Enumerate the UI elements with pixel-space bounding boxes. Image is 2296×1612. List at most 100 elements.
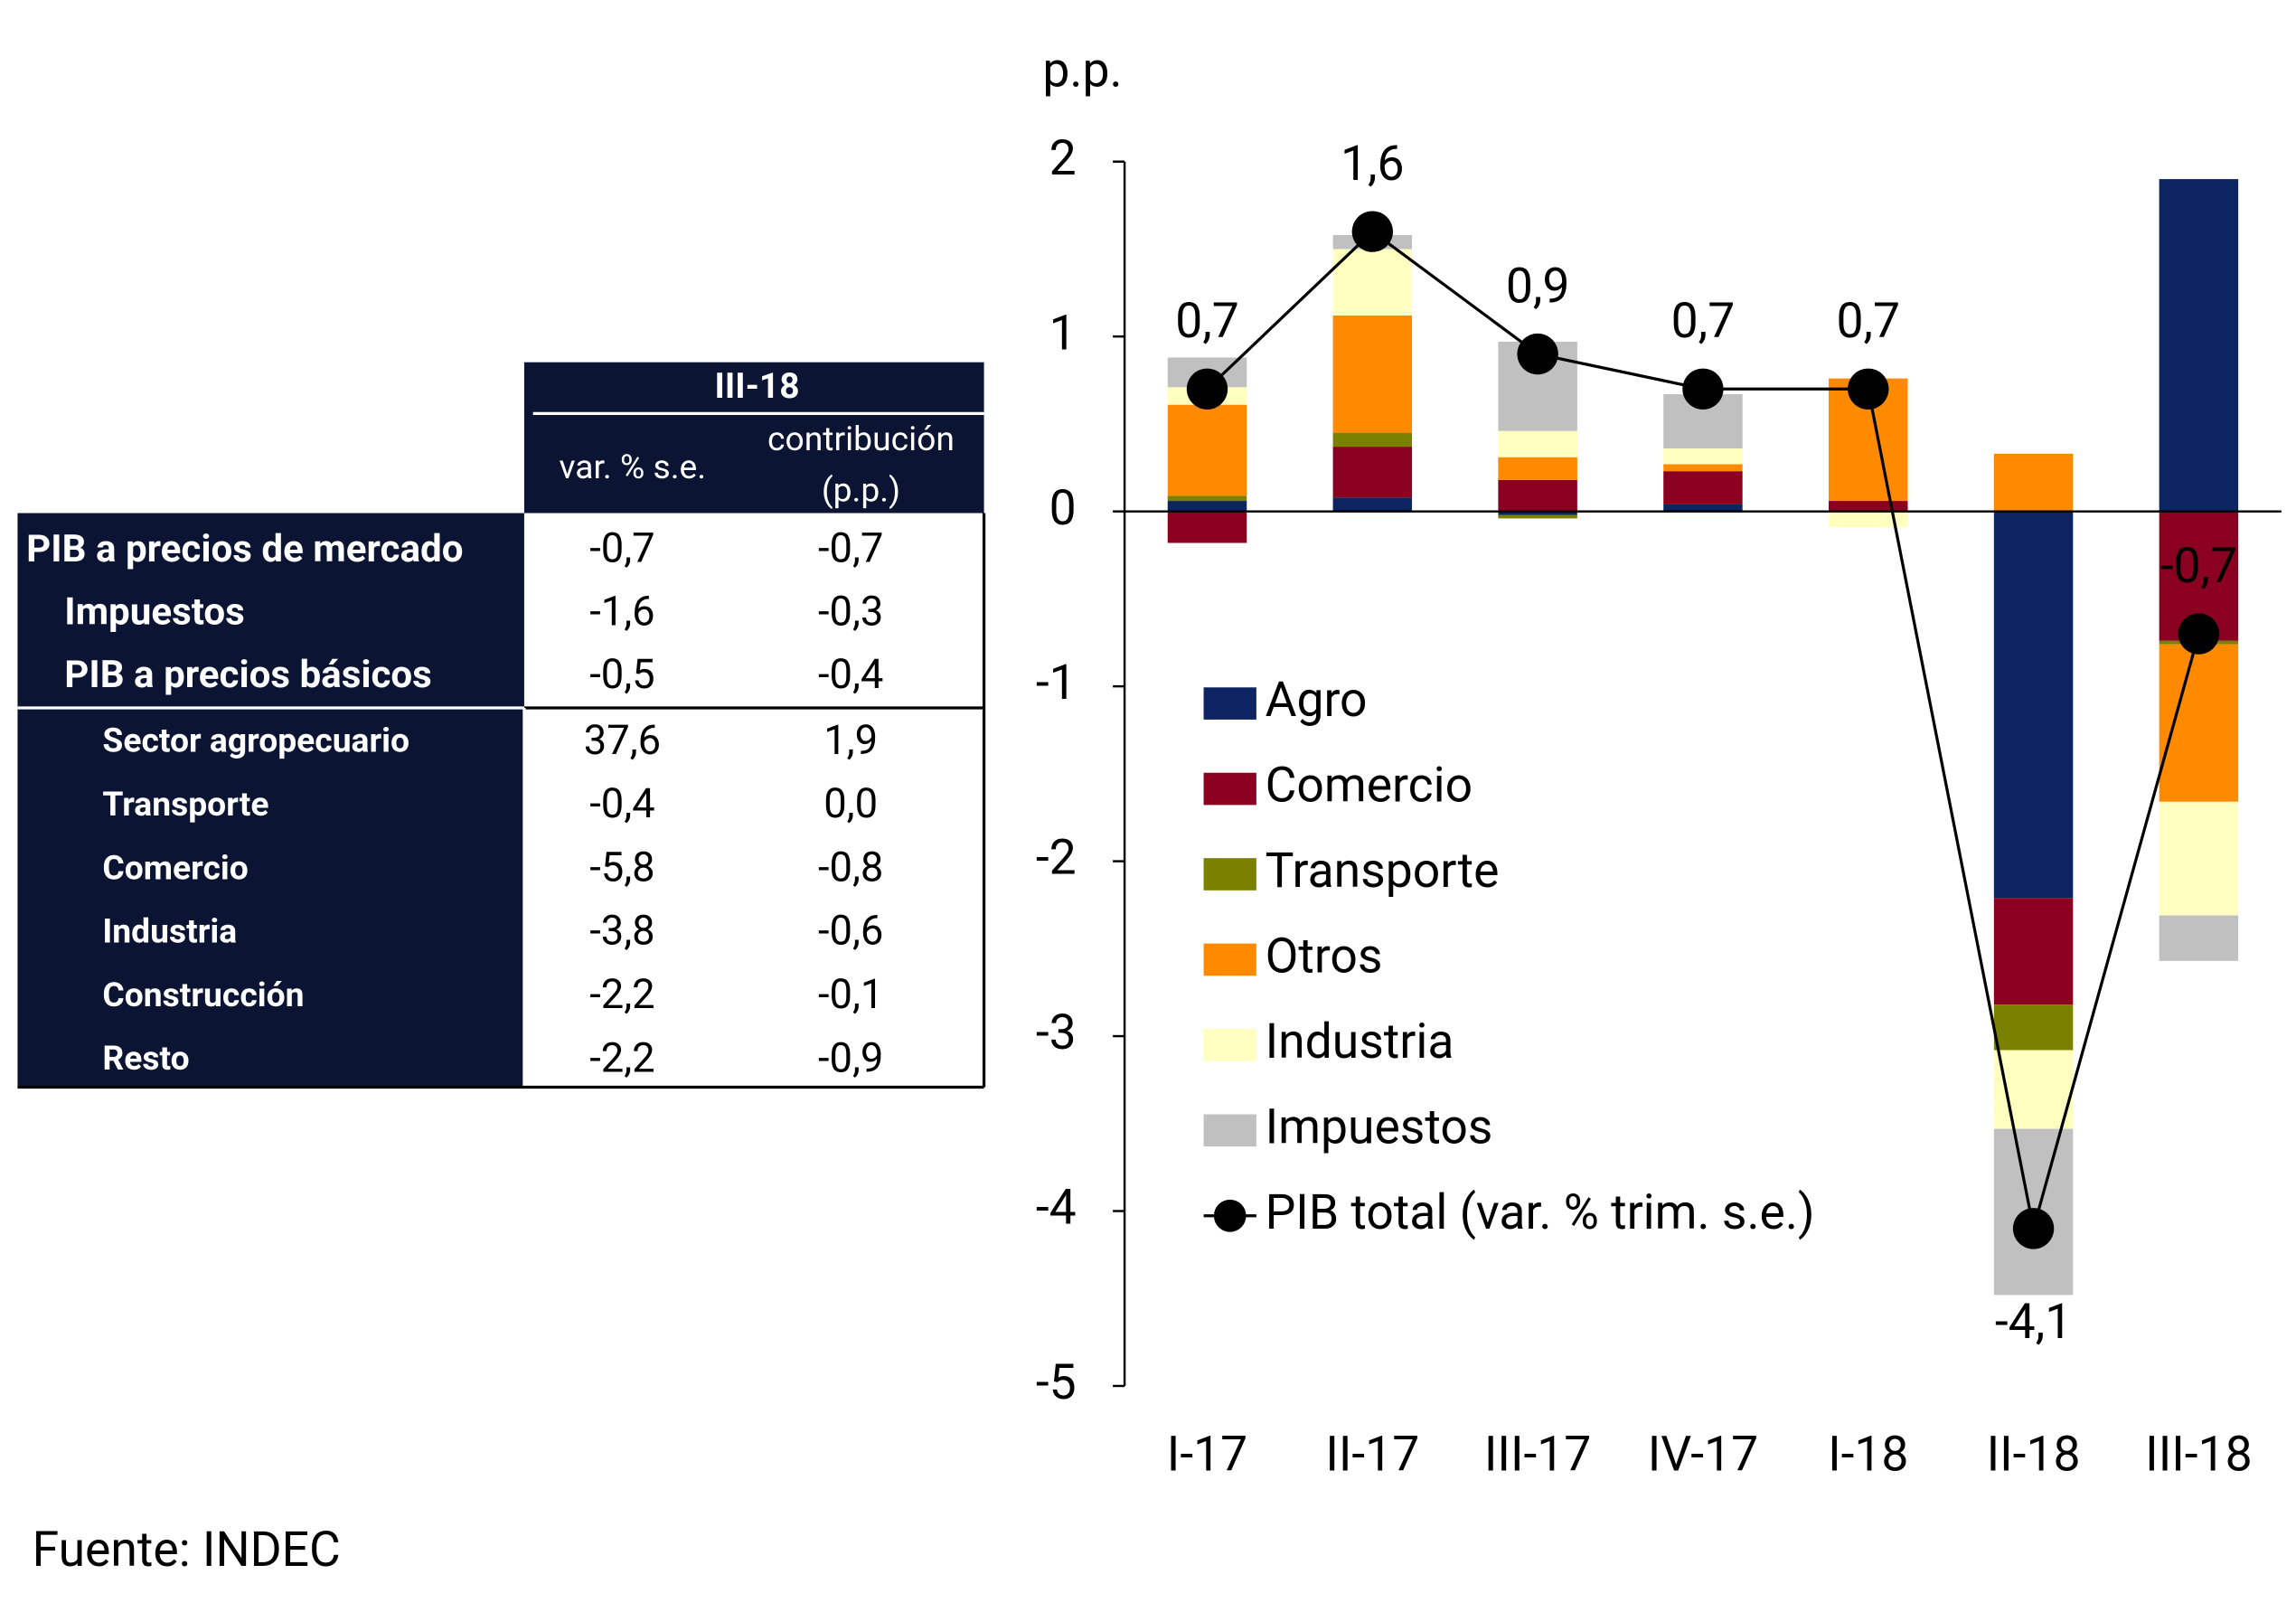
- y-tick-label: 2: [1049, 130, 1077, 187]
- legend-swatch: [1203, 1114, 1256, 1147]
- table-header: III-18: [714, 366, 799, 407]
- total-point: [1351, 211, 1393, 252]
- x-tick-label: IV-17: [1648, 1426, 1758, 1483]
- legend-label: Impuestos: [1266, 1098, 1493, 1155]
- x-tick-label: I-17: [1167, 1426, 1247, 1483]
- bar-segment: [2159, 915, 2239, 961]
- data-label: 0,7: [1671, 293, 1736, 350]
- table-cell: -0,7: [589, 525, 654, 573]
- y-tick-label: -1: [1036, 655, 1077, 712]
- bar-segment: [1332, 249, 1413, 316]
- row-label: Construcción: [102, 976, 304, 1015]
- table-header-bg: [523, 362, 984, 514]
- x-tick-label: II-18: [1987, 1426, 2081, 1483]
- bar-segment: [1498, 430, 1577, 457]
- data-label: 0,7: [1175, 293, 1239, 350]
- legend-swatch: [1203, 943, 1256, 976]
- row-label: Comercio: [102, 848, 248, 888]
- table-cell: -0,3: [818, 588, 883, 636]
- data-label: 0,7: [1836, 293, 1900, 350]
- table-cell: -0,5: [589, 651, 654, 699]
- legend-label: Otros: [1266, 929, 1383, 985]
- table-cell: 37,6: [584, 717, 661, 765]
- column-header: contribución: [767, 419, 955, 459]
- y-tick-label: -3: [1036, 1004, 1077, 1061]
- table-cell: -0,4: [818, 651, 883, 699]
- bar-segment: [1993, 453, 2074, 512]
- y-tick-label: 1: [1049, 305, 1077, 362]
- legend-label: Industria: [1266, 1013, 1454, 1070]
- bar-segment: [1167, 511, 1247, 543]
- total-point: [2012, 1208, 2055, 1249]
- bar-segment: [1663, 464, 1743, 472]
- bar-segment: [1332, 447, 1413, 498]
- table-cell: -3,8: [589, 908, 654, 956]
- table-cell: -0,9: [818, 1034, 883, 1082]
- y-tick-label: -2: [1036, 830, 1077, 887]
- bar-segment: [2159, 644, 2239, 802]
- source-note: Fuente: INDEC: [33, 1522, 341, 1579]
- y-axis-label: p.p.: [1042, 42, 1122, 99]
- row-label: Impuestos: [64, 589, 245, 634]
- bar-segment: [1167, 501, 1247, 512]
- x-tick-label: III-18: [2145, 1426, 2252, 1483]
- row-label: Industria: [102, 912, 237, 952]
- row-label: Transporte: [102, 785, 268, 825]
- column-header: (p.p.): [822, 471, 900, 511]
- bar-segment: [1332, 497, 1413, 512]
- bar-segment: [2159, 179, 2239, 512]
- table-cell: -0,1: [818, 971, 883, 1019]
- bar-segment: [1498, 457, 1577, 480]
- table-cell: -0,4: [589, 780, 654, 828]
- table-cell: -5,8: [589, 844, 654, 891]
- bar-segment: [1663, 471, 1743, 504]
- total-point: [2178, 613, 2220, 655]
- bar-segment: [1167, 404, 1247, 496]
- legend-swatch: [1203, 687, 1256, 720]
- legend-label: PIB total (var. % trim. s.e.): [1266, 1184, 1815, 1241]
- y-tick-label: 0: [1049, 480, 1077, 537]
- table-cell: -2,2: [589, 971, 654, 1019]
- legend-label: Agro: [1266, 672, 1368, 729]
- x-tick-label: II-17: [1325, 1426, 1419, 1483]
- table-cell: -0,7: [818, 525, 883, 573]
- legend-swatch: [1203, 1029, 1256, 1061]
- table-cell: 0,0: [823, 780, 878, 828]
- table-label-column-bg: [17, 513, 524, 1088]
- bar-segment: [1498, 511, 1577, 515]
- column-header: var. % s.e.: [559, 448, 706, 487]
- legend-swatch: [1203, 858, 1256, 891]
- table-cell: -1,6: [589, 588, 654, 636]
- row-label: PIB a precios básicos: [64, 653, 432, 697]
- bar-segment: [1663, 448, 1743, 465]
- bar-segment: [1167, 495, 1247, 502]
- bar-segment: [1993, 511, 2074, 899]
- data-label: 0,9: [1506, 258, 1570, 315]
- bar-segment: [1829, 511, 1908, 528]
- row-label: Sector agropecuario: [102, 721, 409, 761]
- total-point: [1848, 368, 1889, 410]
- bar-segment: [2159, 801, 2239, 916]
- x-tick-label: III-17: [1484, 1426, 1591, 1483]
- bar-segment: [1498, 514, 1577, 519]
- data-label: 1,6: [1341, 136, 1405, 193]
- y-tick-label: -5: [1036, 1354, 1077, 1411]
- table-cell: -0,8: [818, 844, 883, 891]
- total-point: [1517, 333, 1558, 375]
- table-cell: -2,2: [589, 1034, 654, 1082]
- row-label: PIB a precios de mercado: [26, 527, 463, 571]
- legend-label: Transporte: [1266, 843, 1500, 900]
- x-tick-label: I-18: [1828, 1426, 1908, 1483]
- table-cell: 1,9: [823, 717, 878, 765]
- legend-label: Comercio: [1266, 758, 1473, 815]
- legend-marker: [1213, 1199, 1247, 1232]
- bar-segment: [1829, 501, 1908, 512]
- y-tick-label: -4: [1036, 1180, 1077, 1237]
- bar-segment: [1993, 1004, 2074, 1051]
- legend-swatch: [1203, 772, 1256, 806]
- bar-segment: [1663, 504, 1743, 512]
- bar-segment: [1498, 479, 1577, 512]
- bar-segment: [1332, 315, 1413, 433]
- bar-segment: [1993, 898, 2074, 1005]
